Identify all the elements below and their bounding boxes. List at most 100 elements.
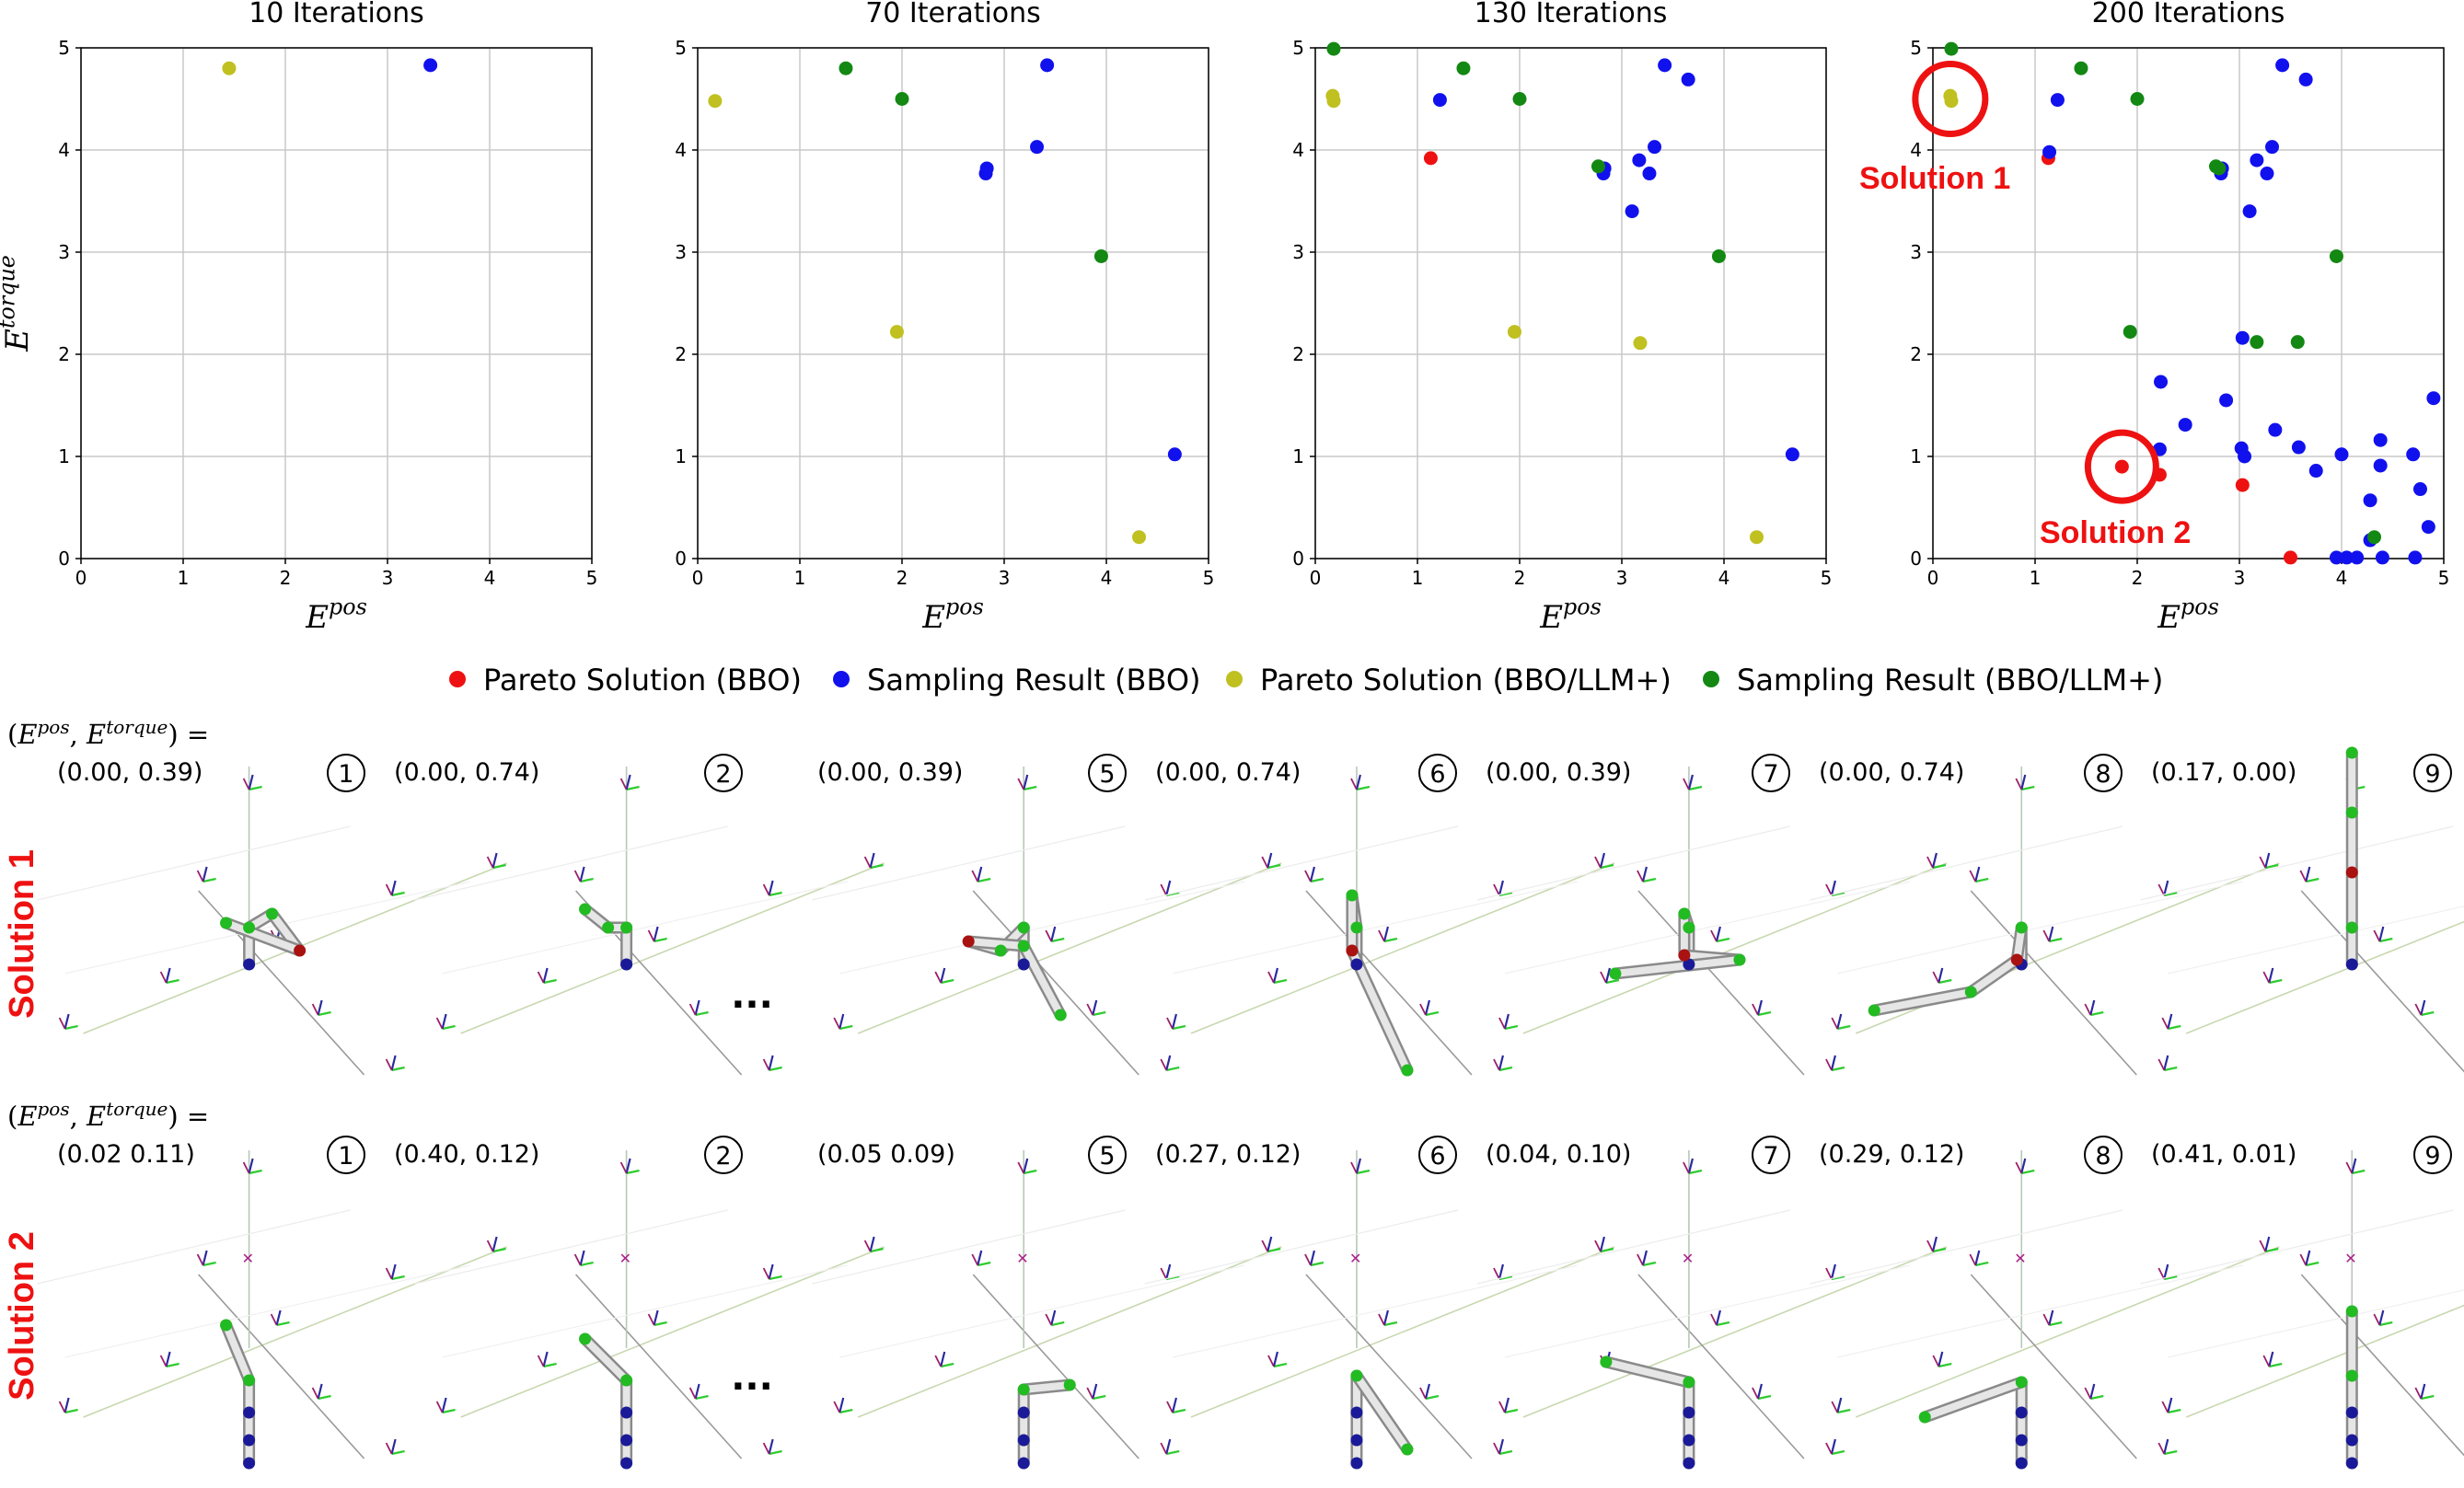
grid-line bbox=[64, 1264, 470, 1358]
axis-line bbox=[972, 1274, 1139, 1459]
triad-z bbox=[1092, 1383, 1098, 1400]
triad-x bbox=[940, 978, 954, 985]
frame-index: 9 bbox=[2424, 1142, 2440, 1171]
triad-z bbox=[839, 1397, 845, 1413]
triad-x bbox=[2379, 937, 2393, 943]
triad-y bbox=[934, 1355, 943, 1367]
triad-z bbox=[2268, 1351, 2274, 1367]
triad-y bbox=[2262, 971, 2271, 984]
triad-y bbox=[1825, 1267, 1833, 1280]
triad-x bbox=[64, 1024, 78, 1031]
triad-z bbox=[1023, 1158, 1029, 1174]
triad-z bbox=[1382, 926, 1390, 942]
robot-frame: ✕ (0.27, 0.12) 6 bbox=[1144, 1136, 1615, 1470]
triad-y bbox=[1350, 1161, 1358, 1174]
triad-y bbox=[1637, 1253, 1644, 1266]
triad-x bbox=[2379, 1321, 2393, 1327]
arm-joint bbox=[220, 917, 233, 929]
triad-y bbox=[2259, 856, 2267, 869]
grid-line bbox=[812, 1209, 1126, 1285]
axis-line bbox=[2185, 1304, 2464, 1418]
triad-y bbox=[1752, 1003, 1759, 1016]
triad-x bbox=[1642, 877, 1657, 883]
triad-z bbox=[2264, 852, 2271, 869]
grid-line bbox=[1810, 1209, 2123, 1285]
robot-frame: (0.17, 0.00) 9 bbox=[2140, 746, 2464, 1073]
triad-x bbox=[870, 1247, 884, 1253]
triad-x bbox=[1757, 1010, 1772, 1017]
data-point bbox=[1456, 61, 1471, 75]
triad-y bbox=[833, 1017, 841, 1030]
solution-1-label: Solution 1 bbox=[1859, 161, 2010, 196]
arm-joint bbox=[1017, 921, 1030, 934]
triad-x bbox=[1172, 1408, 1186, 1414]
arm-joint bbox=[243, 921, 256, 934]
robot-frame: ✕ (0.02 0.11) 1 bbox=[37, 1136, 507, 1470]
triad-x bbox=[1831, 1449, 1845, 1456]
frame-index: 8 bbox=[2095, 1142, 2111, 1171]
triad-x bbox=[2164, 1066, 2178, 1072]
robot-frame: ✕ (0.04, 0.10) 7 bbox=[1476, 1136, 1948, 1470]
data-point bbox=[2284, 550, 2297, 565]
frame-index-circle bbox=[1752, 1136, 1790, 1174]
data-point bbox=[2042, 144, 2057, 159]
data-point bbox=[1785, 447, 1799, 462]
arm-joint bbox=[620, 1374, 633, 1387]
triad-z bbox=[839, 1013, 845, 1030]
arm-link bbox=[581, 1335, 630, 1384]
triad-z bbox=[390, 1055, 397, 1071]
triad-z bbox=[2020, 1158, 2027, 1174]
grid-line bbox=[1144, 1209, 1459, 1285]
triad-y bbox=[971, 870, 979, 882]
arm-link bbox=[1352, 1372, 1411, 1453]
y-tick-label: 2 bbox=[58, 343, 70, 365]
legend-marker bbox=[1703, 671, 1719, 687]
data-point bbox=[2114, 459, 2129, 474]
frame-index-circle bbox=[704, 754, 743, 792]
frame-error-values: (0.27, 0.12) bbox=[1155, 1140, 1301, 1169]
triad-y bbox=[1261, 856, 1269, 869]
arm-link bbox=[1967, 956, 2021, 996]
triad-x bbox=[1092, 1010, 1106, 1017]
x-tick-label: 0 bbox=[1927, 567, 1939, 589]
frame-index-circle bbox=[327, 754, 365, 792]
arm-joint bbox=[1063, 1378, 1076, 1391]
triad-z bbox=[1267, 852, 1273, 869]
arm-joint bbox=[2345, 921, 2358, 934]
y-tick-label: 2 bbox=[675, 343, 687, 365]
triad-x bbox=[2269, 1362, 2283, 1368]
triad-y bbox=[1261, 1240, 1269, 1252]
data-point bbox=[2406, 447, 2421, 462]
grid-line bbox=[1476, 825, 1791, 901]
data-point bbox=[839, 61, 853, 75]
triad-y bbox=[573, 870, 582, 882]
arm-joint bbox=[2015, 1434, 2028, 1447]
triad-x bbox=[870, 863, 884, 870]
triad-z bbox=[1641, 866, 1648, 882]
triad-y bbox=[242, 1161, 250, 1174]
triad-z bbox=[1165, 1438, 1172, 1455]
triad-x bbox=[1273, 1362, 1288, 1368]
triad-z bbox=[1355, 774, 1362, 790]
triad-z bbox=[2048, 926, 2054, 942]
frame-index-circle bbox=[1752, 754, 1790, 792]
arm-joint bbox=[1017, 1434, 1030, 1447]
x-axis-label: Epos bbox=[1539, 594, 1602, 636]
robot-frame: ✕ (0.29, 0.12) 8 bbox=[1810, 1136, 2280, 1470]
y-tick-label: 4 bbox=[58, 139, 70, 161]
frame-index: 1 bbox=[338, 1142, 353, 1171]
arm-joint bbox=[2345, 746, 2358, 759]
data-point bbox=[2235, 330, 2250, 345]
triad-y bbox=[2161, 1401, 2169, 1413]
y-tick-label: 3 bbox=[675, 241, 687, 263]
triad-x bbox=[626, 1169, 640, 1175]
frame-index: 5 bbox=[1099, 760, 1115, 789]
arm-joint bbox=[1733, 953, 1746, 966]
triad-y bbox=[159, 971, 168, 984]
triad-y bbox=[1086, 1003, 1094, 1016]
triad-y bbox=[435, 1401, 444, 1413]
row-label-solution-2: Solution 2 bbox=[3, 1231, 41, 1401]
y-tick-label: 5 bbox=[58, 37, 70, 59]
data-point bbox=[2340, 550, 2354, 565]
triad-x bbox=[769, 1066, 782, 1072]
